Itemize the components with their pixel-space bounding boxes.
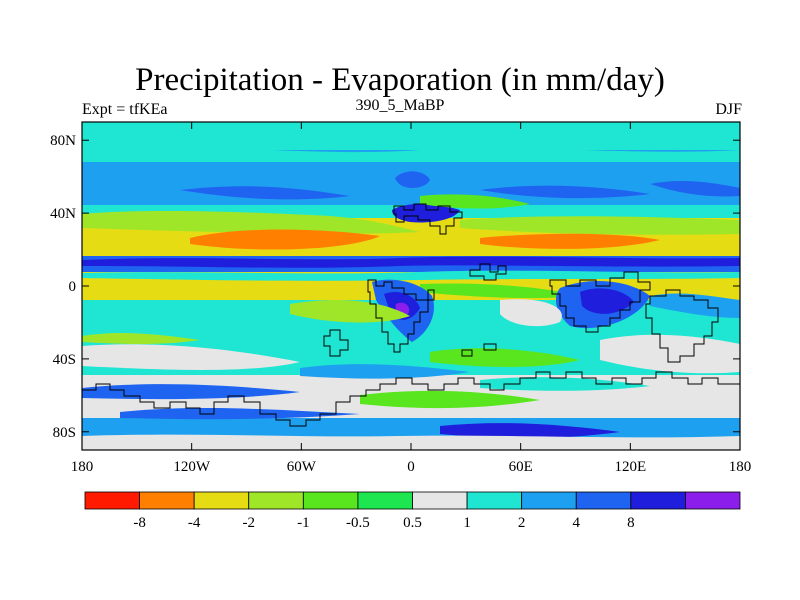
colorbar-label: -2 xyxy=(243,515,256,531)
blob-north-cyan xyxy=(82,145,740,162)
blob-eq-green xyxy=(420,283,580,299)
lat-tick-group: 80N 40N 0 40S 80S xyxy=(50,133,740,441)
colorbar: -8 -4 -2 -1 -0.5 0.5 1 2 4 8 xyxy=(84,491,741,531)
blob-south-gray-3 xyxy=(600,334,740,374)
lon-tick-label: 120E xyxy=(614,459,646,475)
blob-south-gray-2 xyxy=(500,299,562,327)
lat-tick-label: 0 xyxy=(69,279,77,295)
colorbar-label: 8 xyxy=(627,515,635,531)
blob-south-green-4 xyxy=(360,390,540,409)
colorbar-swatch xyxy=(84,491,140,510)
colorbar-label: 0.5 xyxy=(403,515,422,531)
coast-asia xyxy=(469,263,507,281)
lon-tick-label: 0 xyxy=(407,459,415,475)
blob-southern-ocean-blue-2 xyxy=(120,408,360,420)
coast-antarctica xyxy=(82,371,740,427)
blob-north-darkblue-1 xyxy=(395,171,430,188)
blob-north-green-2 xyxy=(460,216,740,235)
colorbar-swatch xyxy=(466,491,523,510)
blob-asia-green xyxy=(420,194,530,209)
colorbar-label: 1 xyxy=(463,515,471,531)
colorbar-label: 4 xyxy=(573,515,581,531)
coastlines xyxy=(82,203,740,427)
lon-tick-label: 180 xyxy=(729,459,752,475)
season-label: DJF xyxy=(715,101,742,118)
colorbar-swatch xyxy=(685,491,741,510)
coast-small-island-1 xyxy=(461,349,473,357)
blob-europe xyxy=(392,203,460,223)
colorbar-swatch xyxy=(248,491,304,510)
blob-south-blue-1 xyxy=(300,364,470,379)
colorbar-swatch xyxy=(575,491,632,510)
coast-africa xyxy=(549,271,651,333)
blob-maritime-deep xyxy=(580,288,634,314)
colorbar-swatch xyxy=(630,491,686,510)
colorbar-label: 2 xyxy=(518,515,526,531)
blob-north-darkblue-2 xyxy=(180,186,350,200)
coast-small-island-2 xyxy=(483,343,497,351)
lon-tick-label: 120W xyxy=(173,459,211,475)
colorbar-swatch xyxy=(302,491,359,510)
blob-antarctic-gray xyxy=(82,434,740,450)
period-label: 390_5_MaBP xyxy=(355,97,445,114)
blob-itcz-dark xyxy=(82,256,740,268)
lon-tick-label: 180 xyxy=(71,459,94,475)
experiment-label: Expt = tfKEa xyxy=(82,101,168,118)
colorbar-swatch xyxy=(412,491,468,510)
lat-tick-label: 40S xyxy=(53,352,76,368)
blob-south-green-3 xyxy=(430,348,580,367)
colorbar-swatch xyxy=(357,491,413,510)
blob-southern-ocean-deep xyxy=(440,423,620,439)
lat-tick-label: 80N xyxy=(50,133,76,149)
blob-north-green-1 xyxy=(82,210,420,234)
blob-north-orange-1 xyxy=(190,229,380,250)
map-title: Precipitation - Evaporation (in mm/day) xyxy=(135,62,665,98)
colorbar-swatch xyxy=(521,491,577,510)
colorbar-label: -1 xyxy=(297,515,310,531)
coast-australia xyxy=(645,289,719,363)
lat-tick-label: 40N xyxy=(50,206,76,222)
lon-tick-group: 180 120W 60W 0 60E 120E 180 xyxy=(71,122,752,475)
lat-tick-label: 80S xyxy=(53,425,76,441)
blob-north-darkblue-3 xyxy=(480,185,650,199)
colorbar-label: -0.5 xyxy=(346,515,370,531)
blob-southern-ocean-blue xyxy=(82,384,300,400)
colorbar-label: -8 xyxy=(133,515,146,531)
coast-north-america-south xyxy=(323,329,349,357)
blob-north-orange-2 xyxy=(480,233,660,249)
blob-south-cyan-1 xyxy=(480,377,650,391)
colorbar-label: -4 xyxy=(188,515,201,531)
colorbar-swatch xyxy=(139,491,195,510)
blob-south-gray-1 xyxy=(82,344,300,370)
blob-north-darkblue-4 xyxy=(650,181,740,197)
lon-tick-label: 60E xyxy=(509,459,533,475)
lon-tick-label: 60W xyxy=(287,459,317,475)
blob-south-green-1 xyxy=(290,300,410,323)
coast-europe xyxy=(393,203,463,235)
field-layer xyxy=(82,122,740,450)
blob-south-green-2 xyxy=(82,333,200,344)
blob-eq-cyan xyxy=(82,270,740,281)
colorbar-swatch xyxy=(193,491,250,510)
coast-south-america xyxy=(367,279,435,353)
